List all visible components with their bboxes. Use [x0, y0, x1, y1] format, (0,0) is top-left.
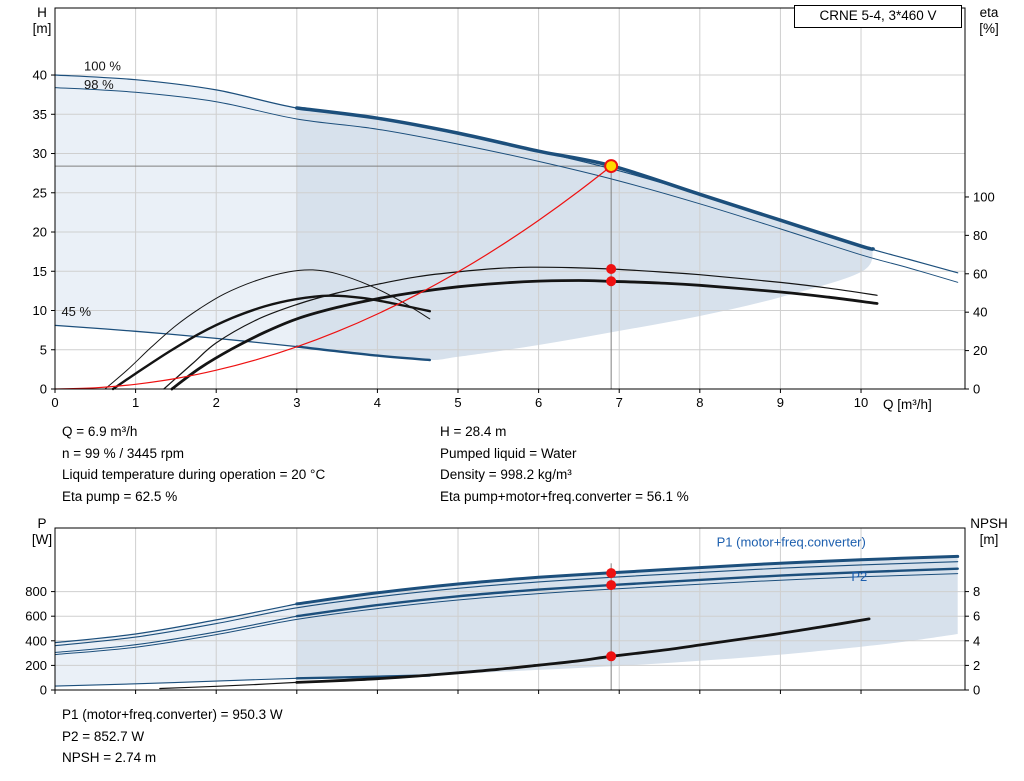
y-right-tick-label: 6: [973, 609, 980, 624]
y-left-tick-label: 30: [33, 146, 47, 161]
y-right-tick-label: 20: [973, 343, 987, 358]
y-right-tick-label: 100: [973, 189, 995, 204]
y-left-tick-label: 0: [40, 683, 47, 698]
eta-axis-unit: [%]: [979, 21, 999, 36]
chart-0: 0 1 2 3 4 5 6 7 8 9 100510152025303540020406080100…: [33, 7, 995, 410]
npsh-curve: [295, 617, 871, 684]
y-right-tick-label: 0: [973, 683, 980, 698]
p2-point: [606, 580, 617, 591]
result-npsh-line: NPSH = 2.74 m: [62, 750, 157, 766]
pump-model-box: CRNE 5-4, 3*460 V: [794, 5, 962, 28]
x-tick-label: 6: [535, 395, 542, 410]
h-axis-label: H: [37, 5, 47, 20]
y-right-tick-label: 0: [973, 382, 980, 397]
x-tick-label: 8: [696, 395, 703, 410]
h-axis-unit: [m]: [32, 21, 52, 36]
p2-curve-thin: [54, 615, 298, 654]
y-left-tick-label: 20: [33, 225, 47, 240]
y-right-tick-label: 8: [973, 584, 980, 599]
result-q-line: Q = 6.9 m³/h: [62, 424, 138, 439]
q-axis-label: Q [m³/h]: [883, 397, 932, 412]
p1-99-curve: [54, 561, 959, 647]
x-tick-label: 2: [213, 395, 220, 410]
system-curve: [54, 165, 612, 390]
y-left-tick-label: 5: [40, 342, 47, 357]
eta-total-45pct: [111, 294, 431, 391]
y-left-tick-label: 40: [33, 68, 47, 83]
curve-text-label: 98 %: [84, 77, 114, 92]
pump-model-label: CRNE 5-4, 3*460 V: [819, 8, 937, 23]
plot-border: [54, 527, 966, 691]
y-right-tick-label: 80: [973, 228, 987, 243]
result-liquid-line: Pumped liquid = Water: [440, 445, 577, 461]
result-p1-line: P1 (motor+freq.converter) = 950.3 W: [62, 707, 283, 722]
x-tick-label: 10: [854, 395, 868, 410]
allowed-region-main: [296, 108, 874, 361]
duty-point: [604, 159, 619, 174]
plot-border: [54, 7, 966, 390]
eta-pump-45pct: [104, 269, 431, 390]
eta-total-curve: [170, 279, 879, 391]
y-left-tick-label: 0: [40, 382, 47, 397]
npsh-point: [606, 651, 617, 662]
power-region-main: [296, 556, 958, 679]
x-tick-label: 7: [616, 395, 623, 410]
x-tick-label: 9: [777, 395, 784, 410]
curve-text-label: P2: [851, 569, 867, 584]
y-left-tick-label: 600: [25, 609, 47, 624]
y-right-tick-label: 40: [973, 305, 987, 320]
y-left-tick-label: 10: [33, 303, 47, 318]
npsh-axis-unit: [m]: [979, 532, 999, 547]
eta-pump-curve: [163, 266, 878, 390]
p-axis-unit: [W]: [31, 532, 53, 547]
result-h-line: H = 28.4 m: [440, 424, 507, 439]
p2-99-curve: [54, 573, 959, 656]
result-summary-left: Q = 6.9 m³/h n = 99 % / 3445 rpm Liquid …: [62, 421, 325, 507]
result-density-line: Density = 998.2 kg/m³: [440, 467, 572, 483]
p1-point: [606, 568, 617, 579]
y-left-tick-label: 800: [25, 584, 47, 599]
allowed-region-left: [55, 75, 297, 347]
npsh-axis-label: NPSH: [970, 516, 1008, 531]
x-tick-label: 4: [374, 395, 381, 410]
result-p2-line: P2 = 852.7 W: [62, 728, 145, 744]
result-n-line: n = 99 % / 3445 rpm: [62, 445, 184, 461]
result-eta-tot-line: Eta pump+motor+freq.converter = 56.1 %: [440, 488, 689, 504]
result-temp-line: Liquid temperature during operation = 20…: [62, 467, 326, 483]
curve-text-label: P1 (motor+freq.converter): [717, 535, 866, 550]
npsh-curve-thin: [159, 681, 298, 690]
p1-curve-thin: [54, 603, 298, 644]
curve-98pct-thin: [54, 87, 959, 283]
result-summary-bottom: P1 (motor+freq.converter) = 950.3 W P2 =…: [62, 704, 283, 769]
y-right-tick-label: 2: [973, 658, 980, 673]
y-left-tick-label: 35: [33, 107, 47, 122]
curve-text-label: 45 %: [61, 304, 91, 319]
x-tick-label: 5: [454, 395, 461, 410]
p-axis-label: P: [37, 516, 47, 531]
y-right-tick-label: 4: [973, 633, 980, 648]
result-eta-line: Eta pump = 62.5 %: [62, 488, 178, 504]
x-tick-label: 1: [132, 395, 139, 410]
y-right-tick-label: 60: [973, 266, 987, 281]
x-tick-label: 3: [293, 395, 300, 410]
result-summary-right: H = 28.4 m Pumped liquid = Water Density…: [440, 421, 689, 507]
eta-pump-point: [606, 263, 617, 274]
chart-1: 0 200 400 600 800 0 2 4 6 8 P1 (motor+freq.convert…: [25, 527, 980, 698]
curve-text-label: 100 %: [84, 58, 121, 73]
eta-total-point: [606, 276, 617, 287]
x-tick-label: 0: [51, 395, 58, 410]
y-left-tick-label: 200: [25, 658, 47, 673]
y-left-tick-label: 400: [25, 633, 47, 648]
curve-45pct-thick-seg: [295, 345, 431, 362]
eta-axis-label: eta: [979, 5, 999, 20]
y-left-tick-label: 15: [33, 264, 47, 279]
y-left-tick-label: 25: [33, 185, 47, 200]
